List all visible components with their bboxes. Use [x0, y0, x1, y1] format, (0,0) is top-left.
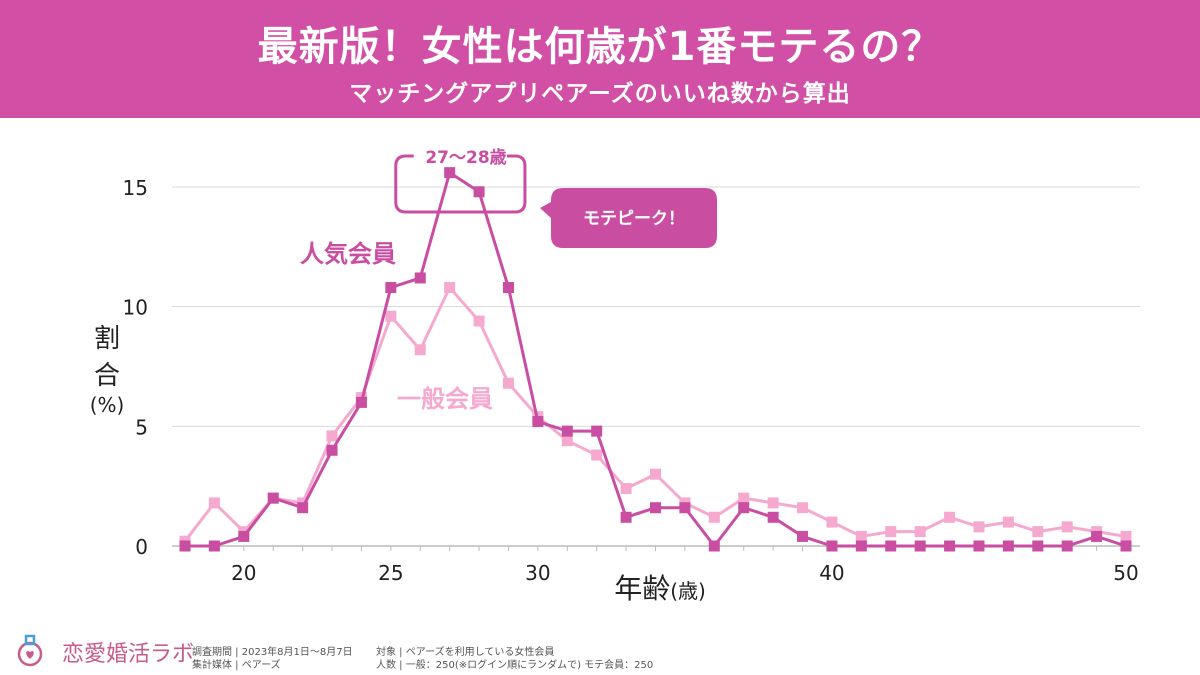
- point-general-33: [620, 483, 632, 495]
- point-popular-48: [1061, 540, 1073, 552]
- point-general-44: [944, 511, 956, 523]
- point-general-40: [826, 516, 838, 528]
- y-tick-label: 0: [135, 535, 148, 559]
- point-general-45: [973, 521, 985, 533]
- series-layer: [179, 167, 1132, 552]
- x-tick-label: 25: [378, 561, 403, 585]
- series-label-popular: 人気会員: [300, 240, 396, 268]
- point-popular-49: [1091, 530, 1103, 542]
- x-tick-label: 50: [1113, 561, 1138, 585]
- header-banner: 最新版！女性は何歳が1番モテるの？ マッチングアプリペアーズのいいね数から算出: [0, 0, 1200, 118]
- point-popular-20: [238, 530, 250, 542]
- point-popular-46: [1002, 540, 1014, 552]
- point-popular-27: [444, 167, 456, 179]
- series-label-general: 一般会員: [397, 385, 493, 413]
- callout-text: モテピーク！: [583, 209, 685, 229]
- point-popular-30: [532, 416, 544, 428]
- x-axis-label: 年齢(歳): [614, 572, 706, 605]
- point-popular-33: [620, 511, 632, 523]
- x-tick-label: 30: [525, 561, 550, 585]
- y-tick-label: 10: [123, 296, 148, 320]
- page-title: 最新版！女性は何歳が1番モテるの？: [257, 24, 943, 70]
- point-popular-29: [502, 282, 514, 294]
- peak-bracket-group: 27〜28歳: [394, 147, 527, 214]
- point-popular-44: [944, 540, 956, 552]
- point-popular-42: [885, 540, 897, 552]
- peak-callout: モテピーク！: [540, 188, 717, 248]
- line-chart: 0 5 10 15 20 25 30 40 50 27〜28歳 モテピーク！ 人気会員 一般会員…: [90, 147, 1140, 605]
- point-popular-41: [855, 540, 867, 552]
- survey-count: 人数 | 一般：250(※ログイン順にランダムで) モテ会員：250: [376, 660, 654, 671]
- peak-label: 27〜28歳: [425, 147, 506, 168]
- point-general-19: [208, 497, 220, 509]
- logo-text: 恋愛婚活ラボ: [62, 642, 195, 667]
- point-general-50: [1120, 530, 1132, 542]
- x-axis-label-main: 年齢: [614, 572, 670, 605]
- point-popular-38: [767, 511, 779, 523]
- point-general-39: [797, 502, 809, 514]
- point-popular-37: [738, 502, 750, 514]
- callout-bubble: [540, 188, 717, 248]
- point-popular-22: [297, 502, 309, 514]
- grid-lines: [172, 186, 1140, 427]
- point-popular-18: [179, 540, 191, 552]
- point-popular-31: [561, 425, 573, 437]
- y-axis-label-line2: 合: [94, 361, 120, 391]
- point-popular-28: [473, 186, 485, 198]
- point-general-47: [1032, 526, 1044, 538]
- point-popular-50: [1120, 540, 1132, 552]
- tick-labels: 0 5 10 15 20 25 30 40 50: [123, 176, 1139, 585]
- point-general-32: [591, 449, 603, 461]
- point-general-43: [914, 526, 926, 538]
- point-popular-26: [414, 272, 426, 284]
- point-popular-34: [650, 502, 661, 514]
- point-general-38: [767, 497, 779, 509]
- point-general-34: [650, 468, 661, 480]
- point-general-46: [1002, 516, 1014, 528]
- point-general-31: [561, 435, 573, 447]
- survey-media: 集計媒体 | ペアーズ: [192, 660, 281, 671]
- point-popular-47: [1032, 540, 1044, 552]
- point-general-41: [855, 530, 867, 542]
- point-popular-21: [267, 492, 279, 504]
- point-general-28: [473, 315, 485, 327]
- survey-period: 調査期間 | 2023年8月1日〜8月7日: [192, 647, 353, 658]
- point-general-23: [326, 430, 338, 442]
- point-general-48: [1061, 521, 1073, 533]
- point-general-42: [885, 526, 897, 538]
- point-general-27: [444, 282, 456, 294]
- series-popular: [179, 167, 1132, 552]
- point-general-25: [385, 310, 397, 322]
- point-popular-23: [326, 444, 338, 456]
- point-popular-32: [591, 425, 603, 437]
- point-general-36: [708, 511, 720, 523]
- point-popular-45: [973, 540, 985, 552]
- y-tick-label: 15: [123, 176, 148, 200]
- survey-target: 対象 | ペアーズを利用している女性会員: [376, 647, 555, 658]
- point-general-37: [738, 492, 750, 504]
- point-popular-35: [679, 502, 691, 514]
- point-general-29: [502, 377, 514, 389]
- point-popular-36: [708, 540, 720, 552]
- point-popular-25: [385, 282, 397, 294]
- point-popular-19: [208, 540, 220, 552]
- x-tick-label: 20: [231, 561, 256, 585]
- point-popular-43: [914, 540, 926, 552]
- x-tick-label: 40: [819, 561, 844, 585]
- y-axis-label-line1: 割: [94, 324, 120, 354]
- flask-heart-icon: [17, 634, 43, 667]
- y-tick-label: 5: [135, 415, 148, 439]
- y-axis-unit: (%): [90, 393, 125, 417]
- x-axis-label-unit: (歳): [670, 579, 706, 603]
- footer-logo: 恋愛婚活ラボ: [16, 632, 194, 668]
- point-popular-40: [826, 540, 838, 552]
- point-popular-24: [355, 396, 367, 408]
- point-popular-39: [797, 530, 809, 542]
- page-subtitle: マッチングアプリペアーズのいいね数から算出: [349, 81, 851, 107]
- point-general-26: [414, 344, 426, 356]
- peak-bracket: [394, 154, 527, 214]
